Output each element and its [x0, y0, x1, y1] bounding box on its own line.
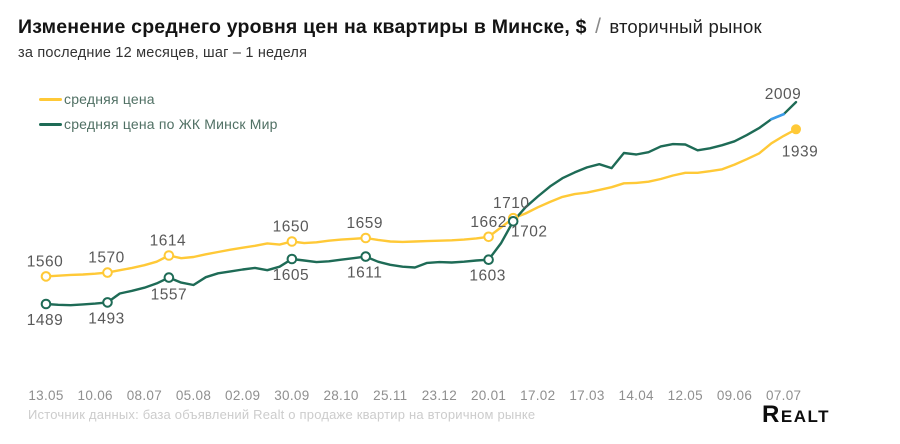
- data-point-marker-1: [360, 251, 372, 262]
- data-point-marker-1: [40, 298, 52, 310]
- page-subtitle: за последние 12 месяцев, шаг – 1 неделя: [18, 45, 308, 61]
- title-main: Изменение среднего уровня цен на квартир…: [18, 16, 587, 38]
- x-axis-label: 05.08: [176, 388, 211, 403]
- data-point-marker-1: [286, 253, 298, 265]
- data-point-label: 1489: [27, 312, 63, 329]
- series-line-1: [44, 100, 798, 307]
- x-axis-label: 14.04: [619, 388, 654, 403]
- data-point-label: 1710: [493, 195, 529, 212]
- highlight-segment-last-week: [770, 112, 786, 121]
- data-point-label: 1603: [469, 268, 505, 285]
- x-axis-label: 10.06: [78, 388, 113, 403]
- legend-item-avg-price: средняя цена: [39, 91, 278, 107]
- legend-swatch-green-icon: [39, 122, 62, 126]
- data-point-label: 1659: [346, 215, 382, 232]
- x-axis-label: 17.03: [569, 388, 604, 403]
- legend-label-minsk-mir: средняя цена по ЖК Минск Мир: [64, 116, 278, 132]
- data-point-marker-0: [286, 236, 298, 247]
- legend-label-avg-price: средняя цена: [64, 91, 155, 107]
- data-point-label: 1650: [273, 219, 309, 236]
- x-axis-label: 25.11: [373, 388, 407, 403]
- data-point-marker-1: [102, 297, 113, 308]
- x-axis-label: 13.05: [28, 388, 63, 403]
- data-point-marker-1: [483, 254, 494, 266]
- title-market: вторичный рынок: [609, 16, 762, 37]
- series-line-0: [44, 128, 798, 278]
- data-point-label: 1662: [470, 214, 506, 231]
- x-axis-label: 30.09: [274, 388, 309, 403]
- x-axis-label: 28.10: [323, 388, 358, 403]
- data-point-label: 1557: [151, 287, 187, 304]
- data-point-label: 1614: [150, 233, 186, 250]
- realt-logo: Realt: [762, 401, 830, 428]
- legend-item-minsk-mir: средняя цена по ЖК Минск Мир: [39, 116, 278, 132]
- title-separator: /: [595, 15, 601, 38]
- x-axis-label: 12.05: [668, 388, 703, 403]
- x-axis-label: 09.06: [717, 388, 752, 403]
- data-point-marker-0: [483, 231, 494, 243]
- data-point-label: 1702: [511, 223, 547, 240]
- data-point-marker-0: [40, 271, 52, 282]
- data-source-note: Источник данных: база объявлений Realt о…: [28, 407, 536, 422]
- legend-swatch-yellow-icon: [39, 97, 62, 101]
- data-point-label: 1560: [27, 253, 63, 270]
- data-point-marker-0: [360, 232, 372, 244]
- x-axis-label: 23.12: [422, 388, 457, 403]
- x-axis-label: 07.07: [766, 388, 801, 403]
- x-axis-label: 20.01: [471, 388, 506, 403]
- data-point-label: 1493: [88, 310, 124, 327]
- page-title: Изменение среднего уровня цен на квартир…: [18, 14, 762, 40]
- data-point-label: 1570: [88, 250, 124, 267]
- x-axis-label: 17.02: [520, 388, 555, 403]
- header: Изменение среднего уровня цен на квартир…: [18, 14, 762, 61]
- data-point-label: 1605: [273, 267, 309, 284]
- data-point-label: 2009: [765, 86, 801, 103]
- data-point-marker-0: [163, 250, 175, 261]
- x-axis-label: 08.07: [127, 388, 162, 403]
- data-point-marker-1: [507, 216, 519, 227]
- data-point-marker-1: [163, 272, 175, 283]
- data-point-label: 1939: [782, 143, 818, 160]
- chart-legend: средняя цена средняя цена по ЖК Минск Ми…: [39, 91, 278, 132]
- x-axis-label: 02.09: [225, 388, 260, 403]
- series-end-dot: [791, 124, 801, 135]
- data-point-marker-0: [102, 267, 113, 278]
- data-point-label: 1611: [347, 265, 382, 282]
